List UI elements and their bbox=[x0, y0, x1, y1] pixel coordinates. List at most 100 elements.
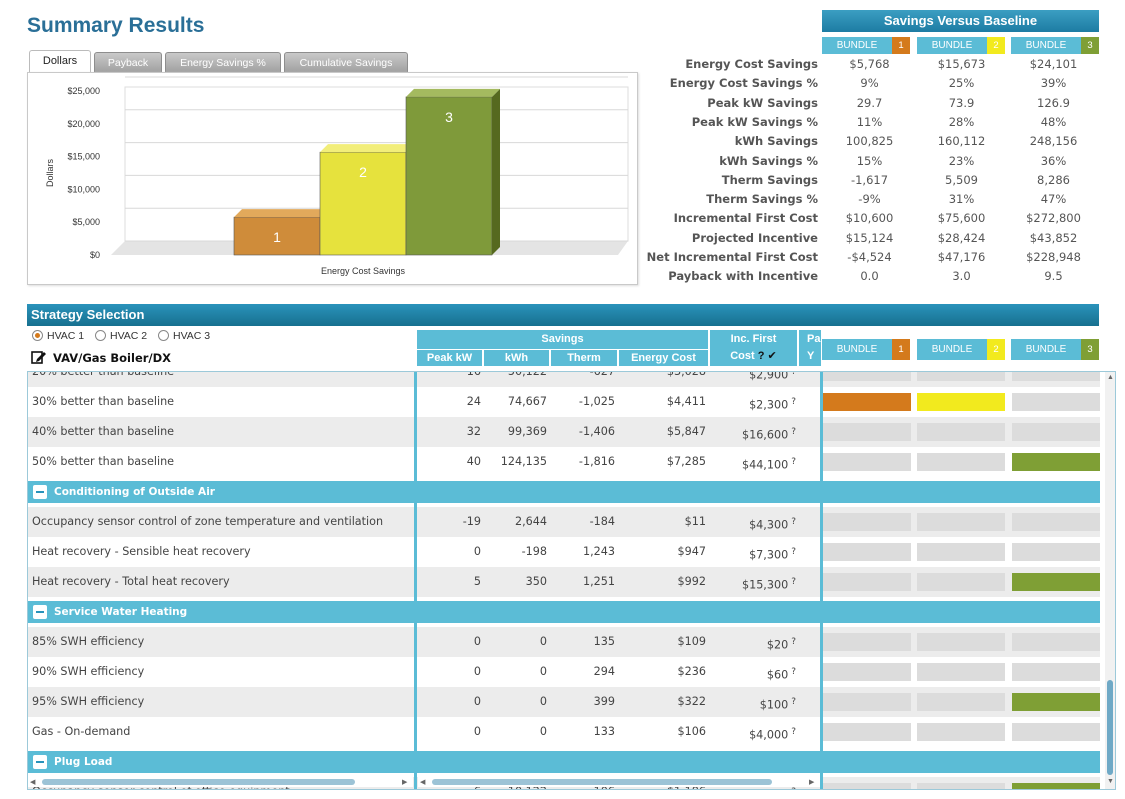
strategy-row[interactable]: 30% better than baseline 24 74,667 -1,025 $4… bbox=[28, 387, 1100, 417]
strategy-row[interactable]: 20% better than baseline 16 50,122 -627 $3,0… bbox=[28, 371, 1100, 387]
bundle-2-selector[interactable] bbox=[917, 513, 1005, 531]
bundle-2-selector[interactable] bbox=[917, 393, 1005, 411]
bundle-2-selector[interactable] bbox=[917, 453, 1005, 471]
collapse-icon[interactable] bbox=[33, 755, 47, 769]
category-row[interactable]: Plug Load bbox=[28, 751, 1100, 773]
name-horizontal-scrollbar[interactable]: ◀ ▶ bbox=[28, 777, 413, 787]
help-icon[interactable]: ? bbox=[791, 697, 796, 707]
help-icon[interactable]: ? bbox=[791, 787, 796, 789]
bundle-3-selector[interactable] bbox=[1012, 633, 1100, 651]
bundle-2-selector[interactable] bbox=[917, 573, 1005, 591]
col-inc-first-cost[interactable]: Inc. First Cost ? ✔ bbox=[710, 330, 797, 366]
bundle-2-selector[interactable] bbox=[917, 543, 1005, 561]
collapse-icon[interactable] bbox=[33, 605, 47, 619]
radio-hvac-3[interactable]: HVAC 3 bbox=[158, 330, 210, 344]
strategy-row[interactable]: 85% SWH efficiency 0 0 135 $109 $20? bbox=[28, 627, 1100, 657]
vertical-scroll-thumb[interactable] bbox=[1107, 680, 1113, 775]
collapse-icon[interactable] bbox=[33, 485, 47, 499]
help-icon[interactable]: ? bbox=[791, 577, 796, 587]
bundle-3-selector[interactable] bbox=[1012, 783, 1100, 789]
strategy-row[interactable]: Gas - On-demand 0 0 133 $106 $4,000? bbox=[28, 717, 1100, 747]
metric-value-bundle-1: -9% bbox=[858, 192, 881, 207]
scroll-right-icon[interactable]: ▶ bbox=[809, 779, 815, 786]
category-row[interactable]: Service Water Heating bbox=[28, 601, 1100, 623]
bundle-3-selector[interactable] bbox=[1012, 423, 1100, 441]
inc-first-cost-amount: $15,000 bbox=[742, 789, 788, 790]
strategy-row[interactable]: Heat recovery - Total heat recovery 5 350 1… bbox=[28, 567, 1100, 597]
tab-dollars[interactable]: Dollars bbox=[29, 50, 91, 73]
help-icon[interactable]: ? bbox=[791, 457, 796, 467]
strategy-row[interactable]: 50% better than baseline 40 124,135 -1,816 $… bbox=[28, 447, 1100, 477]
bundle-3-selector[interactable] bbox=[1012, 372, 1100, 381]
metric-value-bundle-2: $75,600 bbox=[937, 211, 986, 226]
scroll-down-icon[interactable]: ▼ bbox=[1107, 778, 1114, 785]
horizontal-scroll-thumb[interactable] bbox=[432, 779, 772, 785]
bundle-2-selector[interactable] bbox=[917, 663, 1005, 681]
bundle-2-selector[interactable] bbox=[917, 372, 1005, 381]
bundle-3-selector[interactable] bbox=[1012, 393, 1100, 411]
bundle-1-selector[interactable] bbox=[823, 573, 911, 591]
bundle-3-tag: BUNDLE 3 bbox=[1011, 37, 1099, 54]
strategy-row[interactable]: 95% SWH efficiency 0 0 399 $322 $100? bbox=[28, 687, 1100, 717]
y-tick-label: $15,000 bbox=[67, 152, 100, 162]
help-icon[interactable]: ? bbox=[791, 667, 796, 677]
bundle-2-selector[interactable] bbox=[917, 783, 1005, 789]
bundle-2-selector[interactable] bbox=[917, 723, 1005, 741]
bundle-3-selector[interactable] bbox=[1012, 573, 1100, 591]
strategy-row[interactable]: 90% SWH efficiency 0 0 294 $236 $60? bbox=[28, 657, 1100, 687]
scroll-left-icon[interactable]: ◀ bbox=[30, 779, 36, 786]
bundle-1-selector[interactable] bbox=[823, 633, 911, 651]
help-icon[interactable]: ? bbox=[791, 727, 796, 737]
bundle-3-selector[interactable] bbox=[1012, 693, 1100, 711]
bundle-3-selector[interactable] bbox=[1012, 543, 1100, 561]
help-icon[interactable]: ? bbox=[791, 547, 796, 557]
help-icon[interactable]: ? bbox=[791, 517, 796, 527]
scroll-right-icon[interactable]: ▶ bbox=[402, 779, 408, 786]
bundle-1-selector[interactable] bbox=[823, 372, 911, 381]
values-horizontal-scrollbar[interactable]: ◀ ▶ bbox=[418, 777, 820, 787]
vertical-scrollbar[interactable]: ▲ ▼ bbox=[1105, 372, 1115, 789]
bundle-1-selector[interactable] bbox=[823, 783, 911, 789]
bundle-3-selector[interactable] bbox=[1012, 513, 1100, 531]
bundle-2-selector[interactable] bbox=[917, 633, 1005, 651]
bar-1[interactable]: 1 bbox=[233, 209, 328, 256]
category-row[interactable]: Conditioning of Outside Air bbox=[28, 481, 1100, 503]
bundle-1-selector[interactable] bbox=[823, 453, 911, 471]
bar-2[interactable]: 2 bbox=[319, 144, 414, 256]
help-icon[interactable]: ? bbox=[791, 637, 796, 647]
col-kwh[interactable]: kWh bbox=[484, 350, 549, 366]
edit-icon[interactable] bbox=[31, 350, 47, 364]
tab-energy-savings-pct[interactable]: Energy Savings % bbox=[165, 52, 281, 73]
bundle-1-selector[interactable] bbox=[823, 663, 911, 681]
horizontal-scroll-thumb[interactable] bbox=[42, 779, 355, 785]
bundle-1-selector[interactable] bbox=[823, 513, 911, 531]
tab-cumulative-savings[interactable]: Cumulative Savings bbox=[284, 52, 408, 73]
col-energy-cost[interactable]: Energy Cost bbox=[619, 350, 708, 366]
strategy-row[interactable]: Heat recovery - Sensible heat recovery 0 -… bbox=[28, 537, 1100, 567]
bundle-3-selector[interactable] bbox=[1012, 453, 1100, 471]
scroll-left-icon[interactable]: ◀ bbox=[420, 779, 426, 786]
bundle-2-selector[interactable] bbox=[917, 423, 1005, 441]
scroll-up-icon[interactable]: ▲ bbox=[1107, 374, 1114, 381]
col-therm[interactable]: Therm bbox=[551, 350, 617, 366]
help-icon[interactable]: ? bbox=[791, 397, 796, 407]
strategy-row[interactable]: Occupancy sensor control of zone tempera… bbox=[28, 507, 1100, 537]
bundle-3-selector[interactable] bbox=[1012, 663, 1100, 681]
bundle-3-selector[interactable] bbox=[1012, 723, 1100, 741]
strategy-row[interactable]: 40% better than baseline 32 99,369 -1,406 $5… bbox=[28, 417, 1100, 447]
bundle-1-selector[interactable] bbox=[823, 393, 911, 411]
radio-hvac-2[interactable]: HVAC 2 bbox=[95, 330, 147, 344]
bundle-2-selector[interactable] bbox=[917, 693, 1005, 711]
peak-kw-value: 0 bbox=[473, 695, 481, 708]
bundle-1-selector[interactable] bbox=[823, 543, 911, 561]
help-icon[interactable]: ? bbox=[791, 427, 796, 437]
bundle-1-selector[interactable] bbox=[823, 723, 911, 741]
col-peak-kw[interactable]: Peak kW bbox=[417, 350, 482, 366]
col-payback[interactable]: Pa Y bbox=[799, 330, 821, 366]
help-icon[interactable]: ? bbox=[791, 371, 796, 377]
bar-3[interactable]: 3 bbox=[405, 88, 500, 256]
bundle-1-selector[interactable] bbox=[823, 423, 911, 441]
radio-hvac-1[interactable]: HVAC 1 bbox=[32, 330, 84, 344]
tab-payback[interactable]: Payback bbox=[94, 52, 162, 73]
bundle-1-selector[interactable] bbox=[823, 693, 911, 711]
